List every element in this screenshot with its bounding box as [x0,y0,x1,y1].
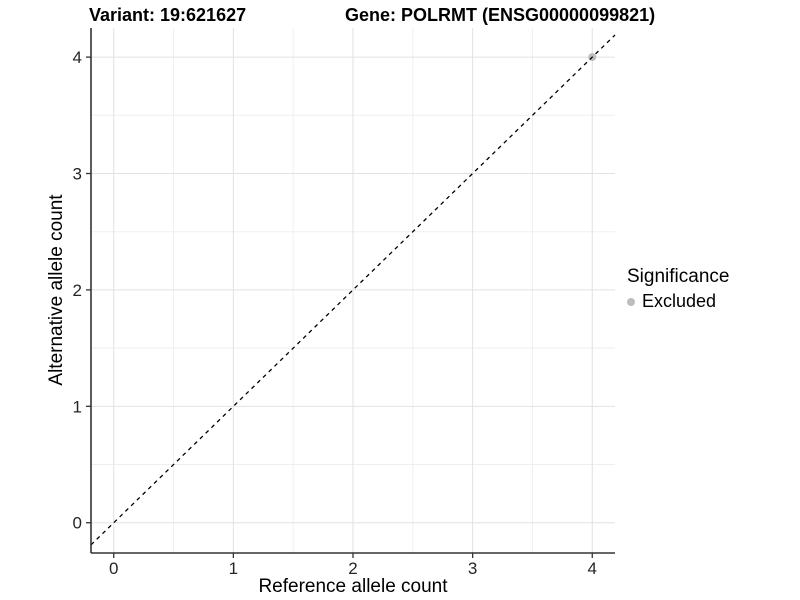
legend: Significance Excluded [627,266,729,312]
identity-line [90,34,616,546]
x-tick-label: 4 [588,559,597,578]
plot-title-variant: Variant: 19:621627 [89,5,247,25]
legend-key-dot [627,297,635,306]
y-tick-label: 3 [73,164,82,183]
plot-title-gene: Gene: POLRMT (ENSG00000099821) [345,5,656,25]
y-tick-label: 4 [73,48,82,67]
y-tick-label: 2 [73,281,82,300]
y-tick-label: 1 [73,397,82,416]
x-tick-label: 3 [468,559,477,578]
legend-item-label: Excluded [642,291,717,311]
x-tick-label: 1 [229,559,238,578]
y-tick-label: 0 [73,514,82,533]
x-tick-label: 0 [109,559,118,578]
legend-item-excluded: Excluded [627,291,729,312]
y-axis-title: Alternative allele count [46,194,67,386]
x-axis-title: Reference allele count [258,576,448,597]
x-tick-label: 2 [348,559,357,578]
legend-title: Significance [627,266,730,287]
